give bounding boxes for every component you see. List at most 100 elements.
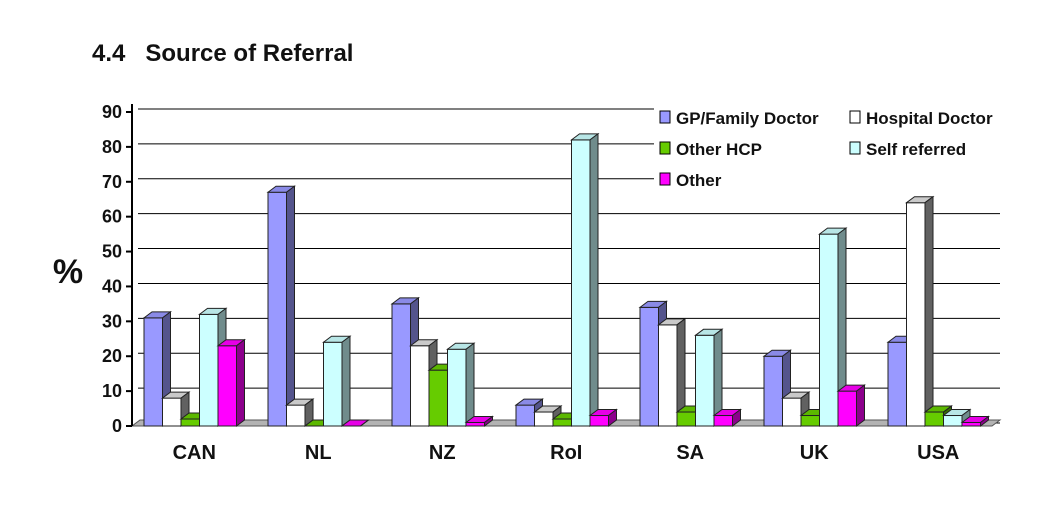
legend-label: Self referred — [866, 140, 966, 159]
bar — [570, 132, 600, 427]
bar — [960, 415, 990, 427]
bar-front — [323, 341, 343, 427]
legend-item: Hospital Doctor — [849, 109, 993, 128]
x-axis: CAN NL NZ RoI SA UK USA — [173, 442, 960, 464]
bar-front — [713, 415, 733, 427]
legend-label: GP/Family Doctor — [676, 109, 819, 128]
bar-front — [447, 348, 467, 427]
bar-side — [341, 335, 351, 427]
y-tick-label: 40 — [102, 276, 122, 296]
bar-front — [410, 345, 430, 427]
bar-side — [589, 132, 599, 427]
bar — [836, 384, 866, 427]
bar — [285, 398, 315, 427]
y-tick-label: 10 — [102, 381, 122, 401]
bar-front — [676, 411, 696, 427]
legend: GP/Family Doctor Hospital Doctor Other HCP… — [659, 109, 993, 190]
x-category-label: SA — [676, 442, 704, 464]
legend-item: Other HCP — [659, 140, 762, 159]
x-category-label: CAN — [173, 442, 216, 464]
bar-front — [534, 411, 554, 427]
bar-front — [943, 415, 963, 427]
y-tick-label: 20 — [102, 346, 122, 366]
legend-background — [654, 106, 1014, 202]
bar — [161, 391, 191, 427]
y-tick-label: 0 — [112, 416, 122, 436]
bar-front — [267, 191, 287, 427]
bar-side — [360, 419, 369, 427]
bar-front — [924, 411, 944, 427]
legend-label: Hospital Doctor — [866, 109, 993, 128]
section-heading: 4.4 Source of Referral — [92, 40, 353, 68]
bar-front — [782, 397, 802, 427]
bar — [657, 317, 687, 427]
bar-front — [887, 341, 907, 427]
y-tick-label: 60 — [102, 207, 122, 227]
bar-front — [639, 306, 659, 427]
x-category-label: RoI — [550, 442, 582, 464]
bar — [464, 415, 494, 427]
bar-front — [961, 422, 981, 427]
legend-swatch — [659, 141, 671, 155]
bars — [142, 132, 990, 427]
y-tick-label: 30 — [102, 311, 122, 331]
bar-side — [484, 415, 493, 427]
section-number: 4.4 — [92, 40, 126, 67]
x-category-label: NL — [305, 442, 332, 464]
section-title: Source of Referral — [145, 40, 354, 67]
y-axis-label: % — [53, 253, 83, 291]
bar — [266, 185, 296, 427]
bar-front — [391, 303, 411, 427]
y-axis: 0 10 20 30 40 50 60 70 80 90 — [102, 102, 133, 436]
bar-side — [924, 195, 934, 427]
bar-front — [763, 355, 783, 427]
legend-item: Self referred — [849, 140, 966, 159]
bar-side — [465, 342, 475, 427]
bar-front — [658, 324, 678, 427]
bar-front — [515, 404, 535, 427]
legend-swatch — [849, 141, 861, 155]
bar-side — [608, 408, 617, 427]
bar-front — [695, 334, 715, 427]
legend-swatch — [659, 110, 671, 124]
legend-swatch — [659, 172, 671, 186]
bar — [446, 342, 476, 427]
bar-front — [180, 418, 200, 427]
bar-front — [143, 317, 163, 427]
bar-side — [980, 415, 989, 427]
legend-label: Other HCP — [676, 140, 762, 159]
bar-side — [286, 185, 295, 427]
bar-front — [552, 418, 572, 427]
bar-front — [217, 345, 237, 427]
bar — [694, 328, 724, 427]
bar-side — [856, 384, 865, 427]
x-category-label: UK — [800, 442, 829, 464]
bar — [818, 227, 848, 427]
bar — [216, 338, 246, 427]
bar-front — [199, 313, 219, 427]
bar-front — [428, 369, 448, 427]
legend-item: GP/Family Doctor — [659, 109, 819, 128]
x-category-label: USA — [917, 442, 959, 464]
bar-front — [800, 415, 820, 427]
bar-front — [819, 233, 839, 427]
bar-front — [589, 415, 609, 427]
bar — [905, 195, 935, 427]
legend-item: Other — [659, 171, 722, 190]
bar — [712, 408, 742, 427]
bar — [588, 408, 618, 427]
bar-front — [162, 397, 182, 427]
bar-front — [465, 422, 485, 427]
legend-label: Other — [676, 171, 722, 190]
bar-side — [236, 338, 245, 427]
bar-front — [286, 404, 306, 427]
x-category-label: NZ — [429, 442, 456, 464]
bar-front — [837, 390, 857, 427]
bar-front — [906, 202, 926, 427]
y-tick-label: 90 — [102, 102, 122, 122]
y-tick-label: 50 — [102, 242, 122, 262]
bar — [322, 335, 352, 427]
bar-side — [732, 408, 741, 427]
bar-front — [571, 139, 591, 427]
